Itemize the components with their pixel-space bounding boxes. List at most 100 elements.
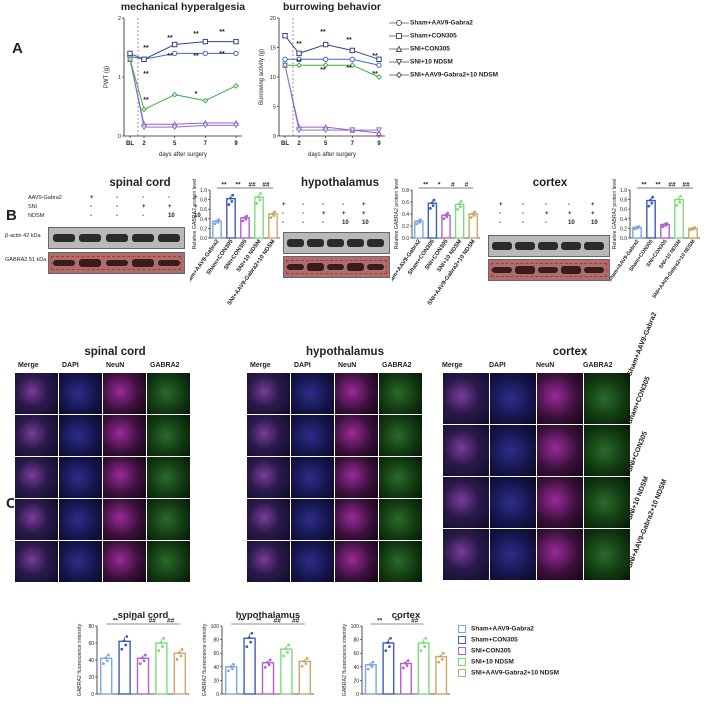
legend-label: Sham+AAV9-Gabra2	[471, 625, 534, 633]
blot-actin-hypothalamus	[283, 232, 390, 254]
x-tick-label: 7	[204, 141, 208, 147]
data-point	[282, 62, 288, 69]
dot	[370, 665, 374, 669]
chart-title: burrowing behavior	[283, 1, 381, 13]
dot	[405, 664, 409, 667]
legend-item: SNI+AAV9-Gabra2+10 NDSM	[458, 669, 559, 677]
dot	[179, 654, 183, 658]
data-point	[171, 124, 178, 131]
significance-mark: **	[221, 182, 227, 189]
micrograph-image	[583, 372, 631, 425]
dot	[230, 667, 234, 671]
legend-marker-icon	[389, 71, 409, 79]
significance-mark: **	[143, 97, 149, 104]
series-line	[284, 65, 379, 131]
treatment-cell: +	[545, 211, 549, 217]
dot	[271, 212, 274, 216]
dot	[125, 635, 129, 638]
micrograph-image	[246, 372, 291, 415]
dot	[635, 225, 638, 229]
data-point	[322, 62, 329, 69]
legend-marker	[395, 59, 403, 66]
legend-item: Sham+AAV9-Gabra2	[388, 18, 473, 28]
significance-mark: **	[395, 618, 401, 625]
y-tick-label: 1	[118, 75, 121, 81]
significance-mark: ##	[668, 182, 676, 189]
dot	[691, 226, 694, 230]
y-axis-label: GABRA2 fluorescence intensity	[202, 623, 208, 696]
dot	[273, 210, 277, 214]
dot	[368, 663, 372, 666]
data-point	[233, 38, 239, 45]
dot	[266, 661, 269, 664]
dot	[284, 647, 288, 651]
chart-title: cortex	[392, 610, 421, 621]
micrograph-image	[583, 424, 631, 477]
y-tick-label: 100	[351, 624, 360, 630]
data-point	[171, 50, 178, 57]
dot	[286, 650, 289, 654]
dot	[230, 199, 234, 203]
significance-mark: **	[167, 53, 173, 60]
y-tick-label: 0.2	[402, 224, 409, 230]
dot	[217, 218, 221, 222]
data-point	[141, 106, 147, 113]
dot	[250, 631, 254, 635]
micrograph-image	[102, 498, 147, 541]
micrograph-image	[290, 498, 335, 541]
y-tick-label: 0	[356, 692, 359, 698]
y-axis-label: Burrowing activity (g)	[259, 49, 265, 105]
y-tick-label: 60	[353, 651, 359, 657]
dot	[104, 656, 108, 660]
micrograph-image	[378, 414, 423, 457]
significance-mark: ##	[167, 618, 175, 625]
band-label-gabra2: GABRA2 51 kDa	[5, 257, 47, 263]
x-tick-label: 7	[351, 141, 355, 147]
dot	[416, 219, 420, 223]
line-chart-mechanical-hyperalgesia: mechanical hyperalgesia 0 1 2 BL 2 5 7 9 days aft…	[104, 1, 245, 158]
significance-mark: **	[372, 53, 378, 60]
micro-title-hypothalamus: hypothalamus	[306, 346, 384, 358]
legend-label: Sham+CON305	[410, 32, 457, 40]
legend-label: SNI+CON305	[471, 647, 511, 655]
micrograph-column-header: NeuN	[536, 362, 555, 369]
micrograph-column-header: NeuN	[106, 362, 125, 369]
significance-mark: **	[346, 65, 352, 72]
treatment-cell: +	[342, 211, 346, 217]
significance-mark: *	[438, 182, 441, 189]
significance-mark: **	[256, 618, 262, 625]
significance-mark: **	[219, 51, 225, 58]
legend-label: SNI+10 NDSM	[410, 58, 453, 66]
micro-title-spinal-cord: spinal cord	[84, 346, 146, 358]
dot	[143, 653, 147, 657]
treatment-cell: +	[282, 202, 286, 208]
micrograph-image	[290, 414, 335, 457]
significance-mark: **	[143, 71, 149, 78]
dot	[650, 201, 654, 205]
data-point	[295, 127, 303, 134]
y-tick-label: 0.2	[200, 226, 207, 232]
y-tick-label: 0	[216, 692, 219, 698]
panel-b: spinal cord hypothalamus cortex AAV9-Gab…	[0, 170, 709, 340]
legend-swatch	[458, 636, 466, 644]
y-tick-label: 40	[213, 665, 219, 671]
data-point	[171, 91, 178, 98]
y-tick-label: 2	[118, 16, 121, 22]
blot-title-cortex: cortex	[532, 177, 568, 189]
dot	[663, 223, 666, 226]
x-tick-label: 5	[173, 141, 177, 147]
treatment-cell: +	[322, 211, 326, 217]
dot	[304, 662, 308, 666]
dot	[157, 649, 161, 653]
treatment-cell: -	[322, 220, 324, 226]
significance-mark: #	[451, 182, 455, 189]
treatment-cell: -	[522, 202, 524, 208]
dot	[406, 659, 410, 663]
dot	[441, 651, 445, 655]
treatment-table-hypothalamus: + - - - + - - + + + - - - 10 10	[278, 202, 388, 232]
treatment-cell: -	[342, 202, 344, 208]
micrograph-image	[489, 476, 537, 529]
